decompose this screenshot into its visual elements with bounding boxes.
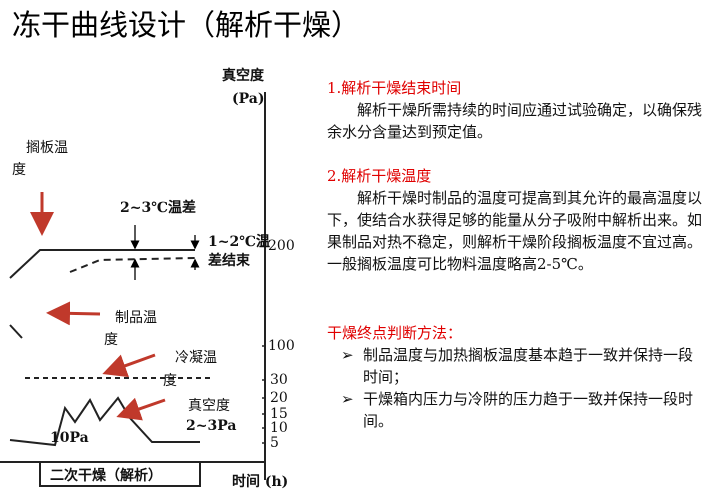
annotation: 2~3Pa xyxy=(186,418,236,434)
slide-title: 冻干曲线设计（解析干燥） xyxy=(12,8,361,42)
section-heading: 干燥终点判断方法： xyxy=(327,324,463,342)
annotation: 制品温 xyxy=(115,310,157,326)
diagram: 真空度 (Pa) 200 100 30 20 15 10 5 时间 (h) 二次… xyxy=(0,67,295,490)
bullet: 干燥箱内压力与冷阱的压力趋于一致并保持一段时间。 xyxy=(327,388,703,432)
annotation: 搁板温 xyxy=(26,140,68,156)
section: 干燥终点判断方法： 制品温度与加热搁板温度基本趋于一致并保持一段时间； 干燥箱内… xyxy=(327,322,703,432)
phase-label: 二次干燥（解析） xyxy=(50,467,162,484)
axis-unit: (Pa) xyxy=(232,91,264,107)
annotation: 度 xyxy=(104,332,118,348)
section: 1.解析干燥结束时间 解析干燥所需持续的时间应通过试验确定，以确保残余水分含量达… xyxy=(327,77,703,143)
section-heading: 1.解析干燥结束时间 xyxy=(327,79,462,97)
section: 2.解析干燥温度 解析干燥时制品的温度可提高到其允许的最高温度以下，使结合水获得… xyxy=(327,165,703,275)
axis-title: 真空度 xyxy=(222,67,265,84)
section-text: 解析干燥时制品的温度可提高到其允许的最高温度以下，使结合水获得足够的能量从分子吸… xyxy=(327,189,703,273)
x-axis-label: 时间 (h) xyxy=(232,473,288,490)
annotation: 差结束 xyxy=(208,252,251,269)
bullet: 制品温度与加热搁板温度基本趋于一致并保持一段时间； xyxy=(327,344,703,388)
section-text: 解析干燥所需持续的时间应通过试验确定，以确保残余水分含量达到预定值。 xyxy=(327,101,703,141)
annotation: 1~2℃温 xyxy=(208,234,270,250)
section-heading: 2.解析干燥温度 xyxy=(327,167,432,185)
tick-label: 30 xyxy=(270,372,288,388)
tick-label: 15 xyxy=(270,406,288,422)
tick-label: 5 xyxy=(270,435,279,451)
annotation: 10Pa xyxy=(50,430,89,446)
tick-label: 10 xyxy=(270,420,288,436)
annotation: 冷凝温 xyxy=(175,350,217,366)
tick-label: 20 xyxy=(270,390,288,406)
tick-label: 100 xyxy=(268,338,295,354)
annotation: 2~3℃温差 xyxy=(120,199,196,216)
annotation: 真空度 xyxy=(188,398,230,414)
tick-label: 200 xyxy=(268,238,295,254)
annotation: 度 xyxy=(163,373,177,389)
annotation: 度 xyxy=(12,162,26,178)
